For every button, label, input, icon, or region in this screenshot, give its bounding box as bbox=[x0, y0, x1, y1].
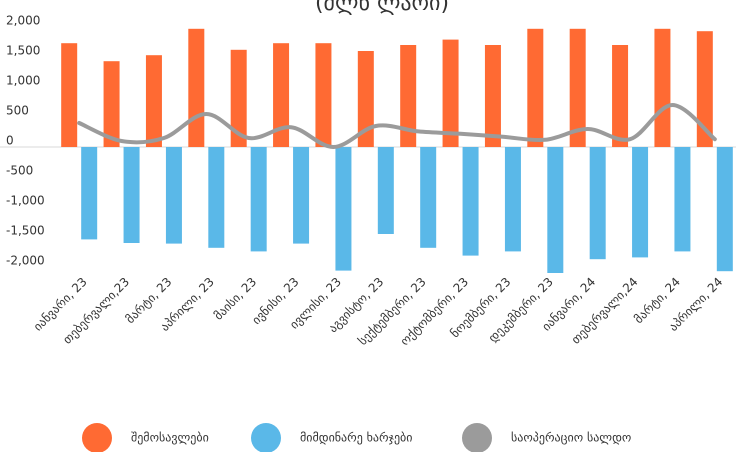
bar bbox=[250, 147, 267, 252]
y-tick-label: 0 bbox=[6, 134, 14, 148]
bar bbox=[165, 147, 182, 244]
legend-marker bbox=[251, 423, 281, 452]
bar bbox=[273, 43, 290, 148]
bar bbox=[123, 147, 140, 243]
legend-marker bbox=[462, 423, 492, 452]
bar bbox=[61, 43, 78, 148]
bar bbox=[420, 147, 437, 248]
y-tick-label: 1,000 bbox=[6, 74, 40, 88]
bar bbox=[674, 147, 691, 252]
chart-title: (მლნ ლარი) bbox=[315, 0, 449, 16]
bar bbox=[103, 61, 120, 148]
bar bbox=[632, 147, 649, 258]
bar bbox=[504, 147, 521, 252]
bar bbox=[335, 147, 352, 271]
bar bbox=[315, 43, 332, 148]
bar bbox=[696, 31, 713, 148]
y-tick-label: -500 bbox=[6, 164, 33, 178]
bar bbox=[527, 28, 544, 147]
bar bbox=[377, 147, 394, 234]
legend-label: მიმდინარე ხარჯები bbox=[300, 431, 412, 445]
bar bbox=[208, 147, 225, 248]
bar bbox=[145, 55, 162, 148]
bar bbox=[293, 147, 310, 244]
legend-marker bbox=[82, 423, 112, 452]
bar bbox=[716, 147, 733, 272]
bar bbox=[547, 147, 564, 273]
bar bbox=[357, 51, 374, 147]
bar bbox=[654, 28, 671, 147]
legend-label: საოპერაციო სალდო bbox=[511, 431, 631, 445]
bar bbox=[81, 147, 98, 240]
legend-label: შემოსავლები bbox=[131, 431, 209, 445]
bar bbox=[188, 28, 205, 147]
line bbox=[77, 102, 717, 150]
y-tick-label: -1,000 bbox=[6, 194, 45, 208]
y-tick-label: -2,000 bbox=[6, 254, 45, 268]
y-tick-label: 2,000 bbox=[6, 14, 40, 28]
bar bbox=[484, 45, 501, 147]
bar bbox=[230, 49, 247, 147]
bar bbox=[462, 147, 479, 256]
y-tick-label: 1,500 bbox=[6, 44, 40, 58]
bar bbox=[569, 28, 586, 147]
y-tick-label: -1,500 bbox=[6, 224, 45, 238]
bar bbox=[442, 39, 459, 147]
y-tick-label: 500 bbox=[6, 104, 29, 118]
bar bbox=[589, 147, 606, 260]
bar bbox=[612, 45, 629, 147]
bar bbox=[400, 45, 417, 147]
